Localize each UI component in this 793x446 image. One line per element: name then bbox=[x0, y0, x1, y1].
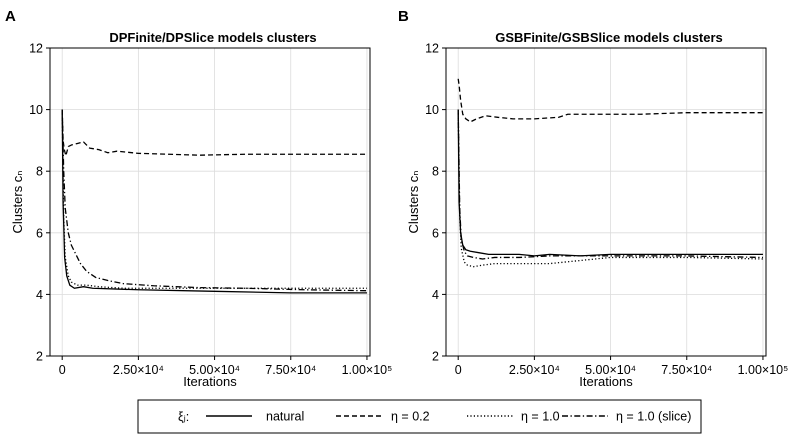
legend-label: natural bbox=[266, 410, 304, 424]
chart-title: DPFinite/DPSlice models clusters bbox=[109, 30, 316, 45]
panel-label: A bbox=[5, 8, 16, 25]
y-tick-label: 12 bbox=[425, 42, 439, 56]
y-tick-label: 6 bbox=[432, 226, 439, 240]
y-tick-label: 12 bbox=[29, 42, 43, 56]
legend-label: η = 1.0 (slice) bbox=[616, 410, 691, 424]
chart-title: GSBFinite/GSBSlice models clusters bbox=[495, 30, 723, 45]
x-tick-label: 7.50×10⁴ bbox=[661, 363, 712, 377]
plot-frame bbox=[49, 47, 371, 357]
chart-panel-a: 2 4 6 8 10 12 0 2.50×10⁴ 5.00×10⁴ 7.50×10⁴ 1.00×10… bbox=[5, 8, 392, 389]
series-line-dashed bbox=[457, 78, 763, 123]
y-axis-label: Clusters cₙ bbox=[10, 171, 25, 234]
series-line-dotted bbox=[457, 109, 763, 268]
y-axis-label: Clusters cₙ bbox=[406, 171, 421, 234]
x-tick-label: 2.50×10⁴ bbox=[509, 363, 560, 377]
y-tick-label: 4 bbox=[36, 288, 43, 302]
series-line-solid bbox=[61, 109, 367, 294]
x-tick-label: 1.00×10⁵ bbox=[738, 363, 789, 377]
y-tick-label: 8 bbox=[36, 165, 43, 179]
y-tick-label: 10 bbox=[29, 103, 43, 117]
y-tick-label: 6 bbox=[36, 226, 43, 240]
x-tick-label: 0 bbox=[455, 363, 462, 377]
legend: ξⱼ: natural η = 0.2 η = 1.0 η = 1.0 (slice) bbox=[137, 399, 702, 434]
x-tick-label: 2.50×10⁴ bbox=[113, 363, 164, 377]
y-tick-label: 4 bbox=[432, 288, 439, 302]
x-tick-label: 0 bbox=[59, 363, 66, 377]
legend-title: ξⱼ: bbox=[178, 410, 189, 424]
plot-frame bbox=[445, 47, 767, 357]
panel-label: B bbox=[398, 8, 409, 25]
legend-label: η = 0.2 bbox=[391, 410, 430, 424]
x-tick-label: 5.00×10⁴ bbox=[189, 363, 240, 377]
x-axis-label: Iterations bbox=[183, 374, 237, 389]
x-axis-label: Iterations bbox=[579, 374, 633, 389]
y-tick-label: 10 bbox=[425, 103, 439, 117]
series-line-dashdot bbox=[61, 109, 367, 292]
chart-panel-b: 2 4 6 8 10 12 0 2.50×10⁴ 5.00×10⁴ 7.50×10⁴ 1.00×10… bbox=[398, 8, 788, 389]
y-tick-label: 8 bbox=[432, 165, 439, 179]
legend-label: η = 1.0 bbox=[521, 410, 560, 424]
series-line-dashdot bbox=[457, 109, 763, 260]
y-tick-label: 2 bbox=[36, 350, 43, 364]
x-tick-label: 7.50×10⁴ bbox=[265, 363, 316, 377]
y-tick-label: 2 bbox=[432, 350, 439, 364]
x-tick-label: 1.00×10⁵ bbox=[342, 363, 393, 377]
x-tick-label: 5.00×10⁴ bbox=[585, 363, 636, 377]
